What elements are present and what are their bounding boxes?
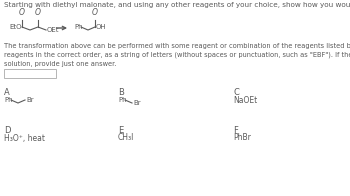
Text: D: D xyxy=(4,126,10,135)
Text: Starting with diethyl malonate, and using any other reagents of your choice, sho: Starting with diethyl malonate, and usin… xyxy=(4,2,350,8)
Text: OEt: OEt xyxy=(47,27,60,33)
Text: EtO: EtO xyxy=(9,24,22,30)
Text: Br: Br xyxy=(133,100,141,106)
Text: PhBr: PhBr xyxy=(233,133,251,142)
Text: NaOEt: NaOEt xyxy=(233,95,257,104)
Text: Ph: Ph xyxy=(74,24,83,30)
Text: O: O xyxy=(92,8,98,17)
Text: F: F xyxy=(233,126,238,135)
Text: Ph: Ph xyxy=(4,97,13,103)
Text: OH: OH xyxy=(96,24,107,30)
Text: CH₃I: CH₃I xyxy=(118,133,134,142)
Text: The transformation above can be performed with some reagent or combination of th: The transformation above can be performe… xyxy=(4,43,350,66)
Text: Ph: Ph xyxy=(118,97,127,103)
Text: Br: Br xyxy=(26,97,34,103)
FancyBboxPatch shape xyxy=(4,69,56,78)
Text: O: O xyxy=(19,8,25,17)
Text: A: A xyxy=(4,88,10,97)
Text: H₃O⁺, heat: H₃O⁺, heat xyxy=(4,133,45,142)
Text: O: O xyxy=(35,8,41,17)
Text: C: C xyxy=(233,88,239,97)
Text: E: E xyxy=(118,126,123,135)
Text: B: B xyxy=(118,88,124,97)
